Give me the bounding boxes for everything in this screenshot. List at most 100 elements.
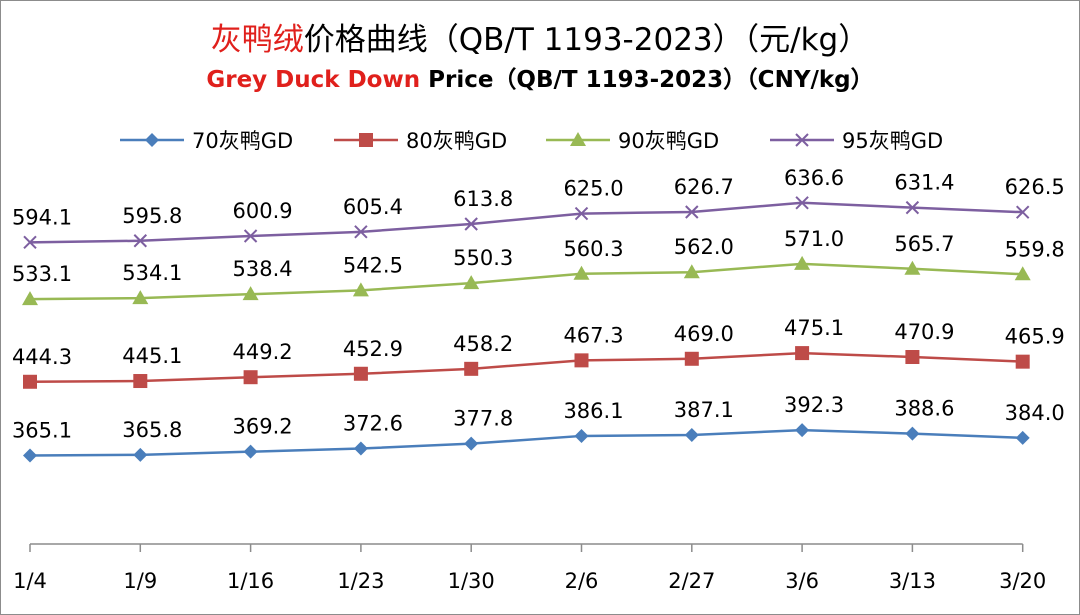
data-label: 560.3 (563, 237, 623, 261)
data-point (905, 426, 920, 441)
data-point (243, 444, 258, 459)
data-point (683, 264, 700, 279)
data-label: 388.6 (894, 397, 954, 421)
x-tick-label: 2/27 (668, 569, 715, 593)
data-label: 626.5 (1005, 175, 1065, 199)
series-2 (23, 346, 1030, 389)
data-label: 372.6 (343, 412, 403, 436)
legend-label: 95灰鸭GD (842, 129, 943, 153)
data-label: 365.8 (122, 418, 182, 442)
x-tick-label: 3/13 (889, 569, 936, 593)
series-lines (22, 196, 1031, 463)
data-label: 384.0 (1005, 401, 1065, 425)
legend-label: 80灰鸭GD (406, 129, 507, 153)
legend-marker (145, 133, 159, 147)
data-point (243, 370, 258, 385)
data-label: 605.4 (343, 195, 403, 219)
data-point (573, 265, 590, 280)
legend-item: 90灰鸭GD (546, 129, 719, 153)
series-line (29, 262, 1023, 301)
data-point (352, 282, 369, 297)
data-label: 542.5 (343, 253, 403, 277)
data-label: 600.9 (233, 199, 293, 223)
x-tick-label: 1/4 (13, 569, 47, 593)
series-1 (23, 423, 1030, 463)
data-point (132, 290, 149, 305)
data-label: 613.8 (453, 187, 513, 211)
data-point (794, 255, 811, 270)
data-point (23, 374, 37, 389)
x-tick-label: 2/6 (565, 569, 599, 593)
data-label: 470.9 (894, 320, 954, 344)
data-label: 550.3 (453, 246, 513, 270)
x-tick-label: 1/30 (448, 569, 495, 593)
series-4 (23, 196, 1030, 250)
data-point (464, 217, 478, 231)
legend-marker (359, 133, 373, 147)
data-point (23, 448, 37, 463)
data-label: 636.6 (784, 166, 844, 190)
data-point (464, 436, 479, 451)
x-tick-label: 3/6 (785, 569, 819, 593)
data-point (905, 200, 920, 215)
data-point (574, 428, 589, 443)
data-label: 387.1 (674, 398, 734, 422)
data-point (464, 361, 479, 376)
data-point (243, 229, 258, 243)
x-tick-label: 3/20 (999, 569, 1046, 593)
x-axis: 1/4 1/9 1/16 1/23 1/30 2/6 2/27 3/6 3/13 3/20 (13, 543, 1046, 593)
data-label: 534.1 (122, 261, 182, 285)
legend-item: 70灰鸭GD (120, 129, 293, 153)
data-point (1014, 266, 1031, 281)
chart-subtitle-rest: Price（QB/T 1193-2023）（CNY/kg） (420, 67, 874, 93)
series-line (29, 428, 1023, 457)
x-tick-label: 1/9 (123, 569, 157, 593)
chart-title-accent: 灰鸭绒 (210, 22, 304, 58)
data-point (685, 205, 699, 219)
data-label: 594.1 (12, 205, 72, 229)
chart-subtitle: Grey Duck Down Price（QB/T 1193-2023）（CNY… (0, 64, 1080, 96)
series-line (29, 351, 1023, 384)
data-point (242, 286, 259, 301)
data-label: 386.1 (563, 399, 623, 423)
data-label: 625.0 (563, 177, 623, 201)
data-label: 475.1 (784, 316, 844, 340)
chart-title: 灰鸭绒价格曲线（QB/T 1193-2023）（元/kg） (0, 18, 1080, 62)
legend-marker (570, 132, 586, 146)
data-label: 559.8 (1005, 237, 1065, 261)
data-label: 465.9 (1005, 325, 1065, 349)
data-label: 538.4 (233, 257, 293, 281)
data-label: 469.0 (674, 322, 734, 346)
series-line (29, 201, 1023, 244)
data-label: 365.1 (12, 418, 72, 442)
data-label: 626.7 (674, 175, 734, 199)
data-label: 445.1 (122, 344, 182, 368)
data-label: 377.8 (453, 407, 513, 431)
data-point (354, 225, 368, 239)
data-point (795, 423, 810, 438)
x-tick-label: 1/16 (227, 569, 274, 593)
legend-item: 80灰鸭GD (334, 129, 507, 153)
data-label: 452.9 (343, 337, 403, 361)
data-label: 467.3 (563, 323, 623, 347)
data-point (574, 353, 589, 368)
data-point (463, 275, 480, 290)
data-label: 565.7 (894, 232, 954, 256)
data-label: 533.1 (12, 262, 72, 286)
data-label: 444.3 (12, 345, 72, 369)
data-labels: 365.1 365.8 369.2 372.6 377.8 386.1 387.1 392.3… (12, 166, 1065, 443)
data-point (133, 374, 148, 389)
data-point (353, 366, 368, 381)
data-point (574, 206, 589, 221)
data-point (1015, 354, 1030, 369)
data-label: 449.2 (233, 340, 293, 364)
data-label: 595.8 (122, 204, 182, 228)
legend-label: 70灰鸭GD (192, 129, 293, 153)
data-point (133, 447, 148, 462)
legend-item: 95灰鸭GD (770, 129, 943, 153)
data-label: 458.2 (453, 332, 513, 356)
data-label: 571.0 (784, 227, 844, 251)
x-tick-label: 1/23 (337, 569, 384, 593)
